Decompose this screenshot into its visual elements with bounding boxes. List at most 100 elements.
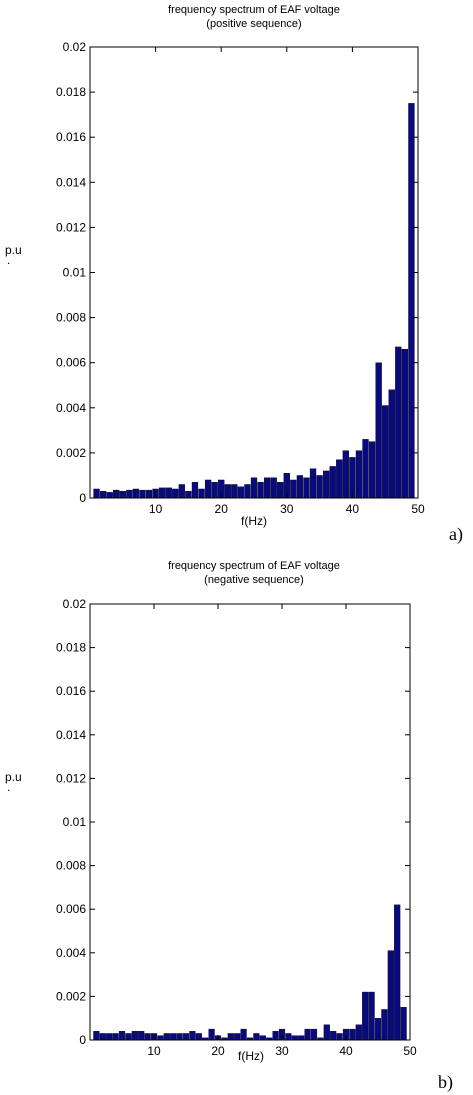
bar-49 [408, 103, 415, 499]
bar-43 [362, 991, 369, 1041]
x-axis-label: f(Hz) [238, 1049, 264, 1063]
bar-12 [165, 487, 172, 499]
bar-12 [163, 1033, 170, 1041]
bar-1 [93, 1031, 100, 1041]
x-tick-label: 30 [275, 1044, 289, 1058]
bar-37 [323, 1024, 330, 1041]
bar-19 [211, 482, 218, 499]
bar-29 [277, 482, 284, 499]
bar-4 [113, 489, 120, 499]
x-tick-label: 10 [149, 502, 163, 516]
plot-frame [89, 46, 419, 499]
y-axis-label: p.u [5, 770, 22, 784]
plot-frame [89, 603, 411, 1041]
chart-subtitle: (negative sequence) [204, 574, 304, 586]
bar-13 [172, 488, 179, 499]
bar-42 [362, 439, 369, 499]
y-tick-label: 0 [79, 1033, 86, 1047]
chart-positive-sequence: frequency spectrum of EAF voltage (posit… [5, 4, 463, 545]
y-tick-label: 0 [79, 491, 86, 505]
bar-8 [139, 489, 146, 499]
x-tick-label: 50 [403, 1044, 417, 1058]
bar-series [93, 103, 415, 499]
bar-32 [296, 475, 304, 499]
y-tick-label: 0.02 [63, 597, 87, 611]
y-tick-label: 0.016 [56, 684, 86, 698]
bar-series [93, 904, 407, 1041]
bar-24 [244, 484, 251, 499]
y-axis-label-dot: . [7, 780, 10, 794]
bar-46 [381, 1009, 388, 1041]
bar-23 [234, 1033, 241, 1041]
bar-18 [204, 479, 212, 499]
bar-4 [112, 1033, 119, 1041]
bar-14 [178, 484, 185, 499]
bar-48 [401, 348, 409, 499]
bar-26 [253, 1033, 260, 1041]
bar-3 [106, 1033, 113, 1041]
bar-32 [291, 1035, 298, 1041]
bar-43 [368, 441, 376, 499]
bar-44 [375, 362, 382, 499]
bar-45 [382, 405, 389, 499]
bar-17 [198, 488, 205, 499]
bar-40 [349, 457, 356, 499]
bar-34 [309, 468, 317, 499]
panel-label: a) [449, 524, 463, 545]
bar-2 [99, 1033, 106, 1041]
y-tick-label: 0.006 [56, 902, 86, 916]
x-axis-label: f(Hz) [241, 514, 267, 528]
y-ticks: 0 0.002 0.004 0.006 0.008 0.01 0.012 0.014 0.016… [56, 597, 410, 1047]
bar-38 [330, 1031, 337, 1041]
bar-17 [195, 1033, 202, 1041]
bar-35 [316, 475, 323, 499]
bar-24 [240, 1028, 247, 1041]
bar-33 [298, 1035, 305, 1041]
x-tick-label: 20 [215, 502, 229, 516]
bar-48 [394, 904, 401, 1041]
y-tick-label: 0.004 [56, 401, 86, 415]
bar-39 [342, 450, 349, 499]
bar-5 [119, 491, 126, 499]
bar-29 [272, 1031, 279, 1041]
y-tick-label: 0.02 [63, 40, 87, 54]
bar-49 [400, 1007, 407, 1041]
bar-26 [257, 482, 264, 499]
y-tick-label: 0.014 [56, 728, 86, 742]
chart-title: frequency spectrum of EAF voltage [168, 4, 340, 16]
panel-label: b) [438, 1072, 453, 1093]
bar-16 [189, 1031, 196, 1041]
bar-44 [368, 991, 375, 1041]
bar-34 [304, 1028, 311, 1041]
chart-negative-sequence: frequency spectrum of EAF voltage (negat… [5, 560, 453, 1093]
y-tick-label: 0.01 [63, 815, 87, 829]
bar-2 [99, 491, 107, 499]
y-tick-label: 0.004 [56, 946, 86, 960]
y-tick-label: 0.008 [56, 859, 86, 873]
bar-41 [355, 450, 363, 499]
y-tick-label: 0.006 [56, 356, 86, 370]
y-axis-label-dot: . [7, 253, 10, 267]
bar-33 [303, 477, 310, 499]
x-tick-label: 40 [346, 502, 360, 516]
y-tick-label: 0.018 [56, 85, 86, 99]
bar-3 [106, 492, 113, 499]
y-ticks: 0 0.002 0.004 0.006 0.008 0.01 0.012 0.014 0.016… [56, 40, 418, 505]
chart-title: frequency spectrum of EAF voltage [168, 560, 340, 572]
bar-37 [329, 466, 336, 499]
y-axis-label: p.u [5, 243, 22, 257]
bar-9 [144, 1033, 151, 1041]
x-tick-label: 50 [411, 502, 425, 516]
y-tick-label: 0.014 [56, 175, 86, 189]
y-tick-label: 0.012 [56, 771, 86, 785]
bar-13 [170, 1033, 177, 1041]
bar-46 [388, 389, 395, 499]
y-tick-label: 0.01 [63, 266, 87, 280]
bar-22 [227, 1033, 234, 1041]
bar-41 [349, 1028, 356, 1041]
bar-36 [323, 470, 330, 499]
bar-27 [259, 1035, 266, 1041]
bar-9 [145, 489, 153, 499]
bar-35 [310, 1028, 318, 1041]
